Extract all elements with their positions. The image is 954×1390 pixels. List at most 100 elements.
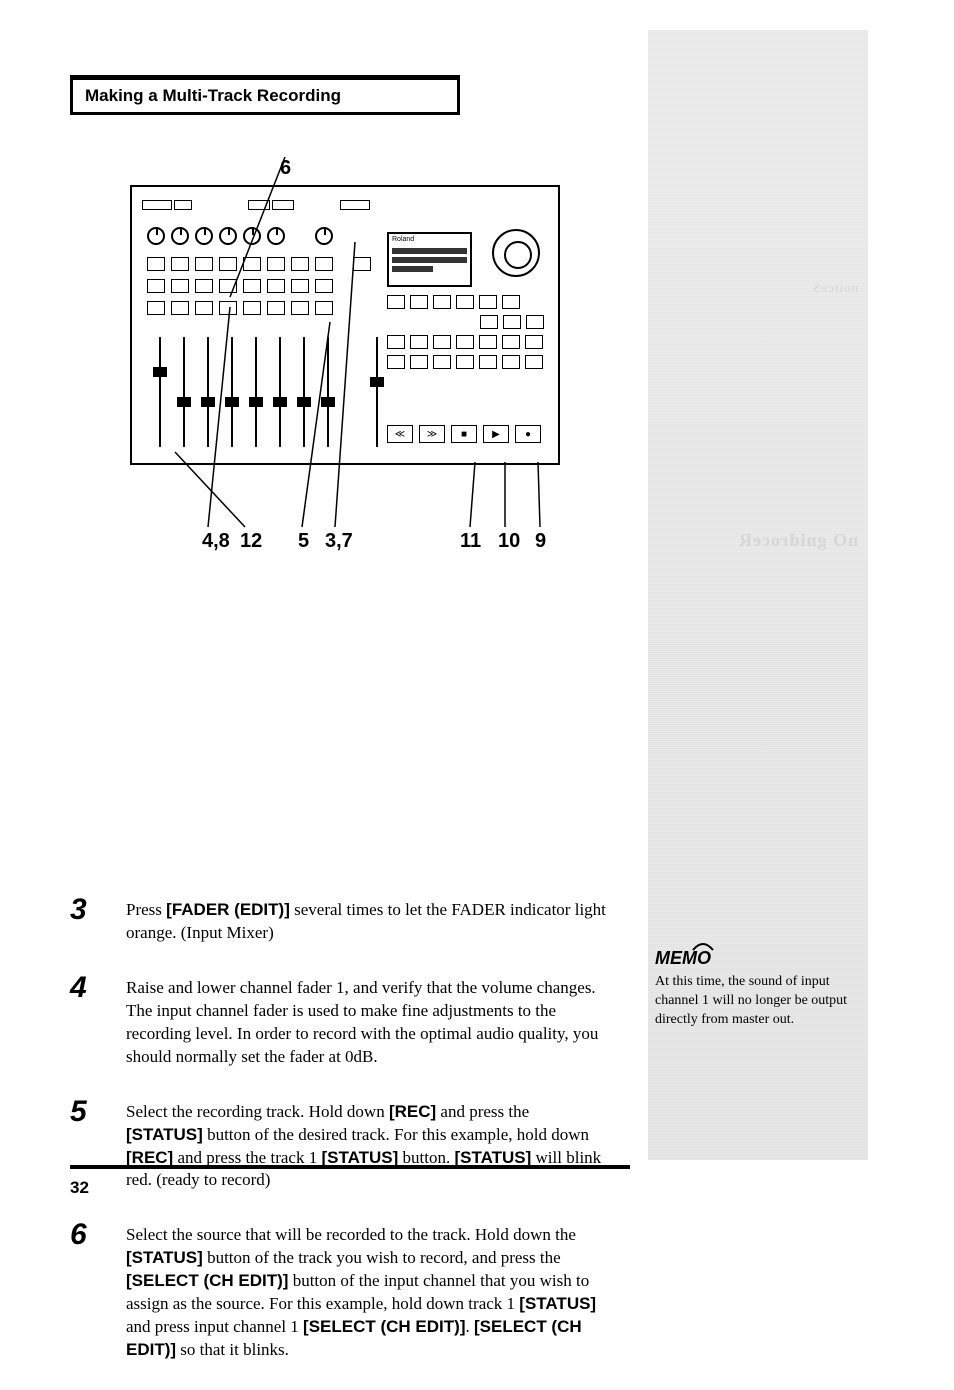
- body-text: button.: [398, 1148, 454, 1167]
- fader-icon: [246, 337, 266, 447]
- memo-body: At this time, the sound of input channel…: [655, 973, 855, 1030]
- step: 3Press [FADER (EDIT)] several times to l…: [70, 895, 890, 945]
- memo-note: MEMO At this time, the sound of input ch…: [655, 948, 855, 1030]
- step-body: Select the source that will be recorded …: [126, 1220, 606, 1362]
- button-icon: [171, 279, 189, 293]
- button-icon: [291, 279, 309, 293]
- device-top-strip: [142, 197, 548, 219]
- button-icon: [291, 257, 309, 271]
- button-ref: [STATUS]: [126, 1248, 203, 1267]
- button-icon: [171, 257, 189, 271]
- play-icon: ▶: [483, 425, 509, 443]
- knob-icon: [195, 227, 213, 245]
- knob-icon: [243, 227, 261, 245]
- rec-icon: ●: [515, 425, 541, 443]
- mute-row: [147, 301, 333, 315]
- button-ref: [REC]: [126, 1148, 173, 1167]
- fader-area: [142, 337, 402, 447]
- step-number: 6: [70, 1220, 126, 1250]
- diagram-top-label: 6: [280, 157, 291, 180]
- knob-icon: [171, 227, 189, 245]
- fader-icon: [318, 337, 338, 447]
- step-number: 4: [70, 973, 126, 1003]
- diagram-label: 3,7: [325, 530, 353, 553]
- button-ref: [STATUS]: [126, 1125, 203, 1144]
- rewind-icon: ≪: [387, 425, 413, 443]
- step: 6Select the source that will be recorded…: [70, 1220, 890, 1362]
- button-icon: [353, 257, 371, 271]
- knob-icon: [315, 227, 333, 245]
- fader-icon: [367, 337, 387, 447]
- body-text: and press input channel 1: [126, 1317, 303, 1336]
- ffwd-icon: ≫: [419, 425, 445, 443]
- body-text: Press: [126, 900, 166, 919]
- button-icon: [171, 301, 189, 315]
- button-ref: [SELECT (CH EDIT)]: [126, 1271, 288, 1290]
- button-ref: [STATUS]: [454, 1148, 531, 1167]
- section-header-text: Making a Multi-Track Recording: [85, 86, 341, 105]
- button-icon: [267, 279, 285, 293]
- fader-icon: [222, 337, 242, 447]
- fader-icon: [150, 337, 170, 447]
- device-outline: Roland ≪ ≫ ■ ▶ ●: [130, 185, 560, 465]
- body-text: .: [465, 1317, 474, 1336]
- memo-heading: MEMO: [655, 948, 711, 969]
- page-content: Making a Multi-Track Recording 6: [70, 75, 890, 1390]
- fader-icon: [294, 337, 314, 447]
- fader-icon: [270, 337, 290, 447]
- knob-icon: [147, 227, 165, 245]
- body-text: and press the track 1: [173, 1148, 321, 1167]
- knob-icon: [219, 227, 237, 245]
- diagram-label: 11: [460, 530, 481, 553]
- button-ref: [SELECT (CH EDIT)]: [303, 1317, 465, 1336]
- step-number: 3: [70, 895, 126, 925]
- button-icon: [147, 301, 165, 315]
- diagram-label: 10: [498, 530, 520, 553]
- button-icon: [147, 279, 165, 293]
- step-number: 5: [70, 1097, 126, 1127]
- body-text: button of the desired track. For this ex…: [203, 1125, 589, 1144]
- button-icon: [315, 257, 333, 271]
- button-ref: [STATUS]: [321, 1148, 398, 1167]
- button-icon: [291, 301, 309, 315]
- body-text: Raise and lower channel fader 1, and ver…: [126, 978, 598, 1066]
- diagram-label: 12: [240, 530, 262, 553]
- body-text: so that it blinks.: [176, 1340, 289, 1359]
- body-text: Select the source that will be recorded …: [126, 1225, 576, 1244]
- status-row: [147, 279, 333, 293]
- memo-swoosh-icon: [691, 942, 715, 952]
- diagram-label: 5: [298, 530, 309, 553]
- step-body: Press [FADER (EDIT)] several times to le…: [126, 895, 606, 945]
- diagram-label: 4,8: [202, 530, 230, 553]
- stop-icon: ■: [451, 425, 477, 443]
- button-icon: [267, 257, 285, 271]
- step: 5Select the recording track. Hold down […: [70, 1097, 890, 1193]
- jog-wheel-icon: [492, 229, 540, 277]
- button-icon: [243, 301, 261, 315]
- page-number: 32: [70, 1178, 89, 1198]
- section-header: Making a Multi-Track Recording: [70, 75, 460, 115]
- select-row: [147, 257, 371, 271]
- step-body: Raise and lower channel fader 1, and ver…: [126, 973, 606, 1069]
- button-ref: [REC]: [389, 1102, 436, 1121]
- page-rule: [70, 1165, 630, 1169]
- button-icon: [243, 279, 261, 293]
- diagram-label: 9: [535, 530, 546, 553]
- button-icon: [219, 279, 237, 293]
- body-text: Select the recording track. Hold down: [126, 1102, 389, 1121]
- pan-knobs-row: [147, 227, 333, 245]
- button-icon: [219, 257, 237, 271]
- fader-icon: [174, 337, 194, 447]
- button-icon: [195, 257, 213, 271]
- fader-icon: [198, 337, 218, 447]
- knob-icon: [267, 227, 285, 245]
- button-ref: [STATUS]: [519, 1294, 596, 1313]
- device-diagram: 6: [130, 185, 570, 465]
- body-text: button of the track you wish to record, …: [203, 1248, 561, 1267]
- brand-label: Roland: [389, 234, 470, 245]
- right-button-grid: [387, 295, 544, 375]
- button-icon: [147, 257, 165, 271]
- button-icon: [315, 301, 333, 315]
- body-text: and press the: [436, 1102, 529, 1121]
- button-icon: [243, 257, 261, 271]
